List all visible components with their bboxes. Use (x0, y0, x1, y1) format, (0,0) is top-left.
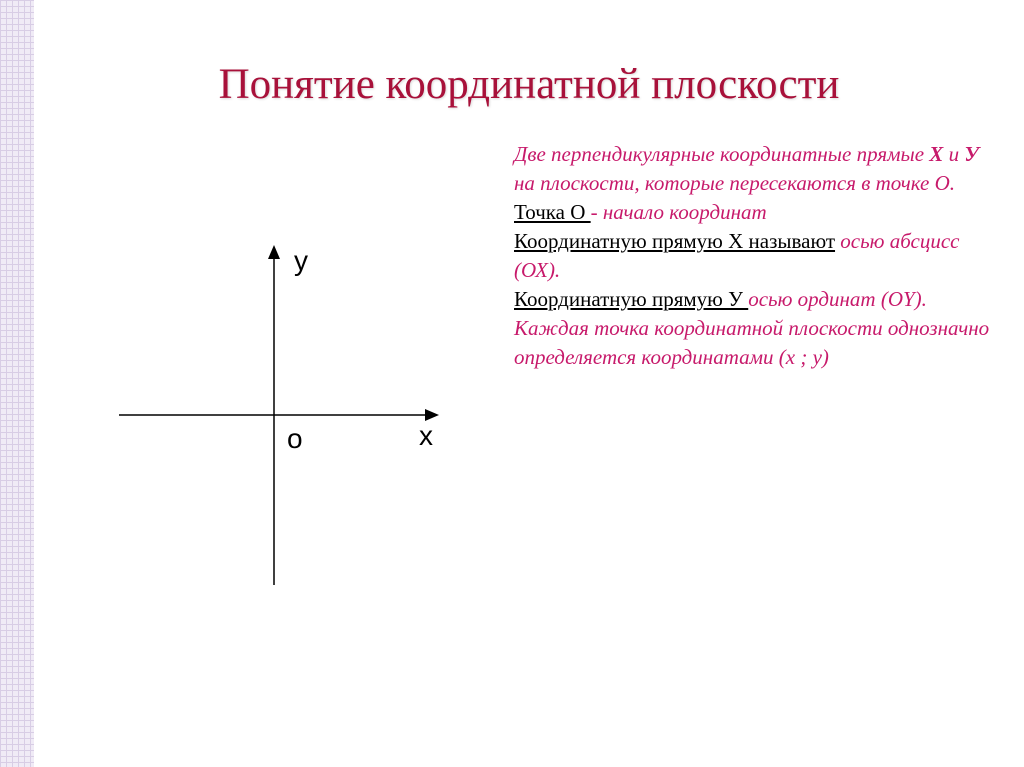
text-p2: - начало координат (591, 200, 767, 224)
coordinate-axes-diagram: у х о (89, 225, 469, 605)
text-p1b: и (943, 142, 964, 166)
text-p3u: Координатную прямую Х называют (514, 229, 835, 253)
decorative-sidebar (0, 0, 34, 767)
text-p4u: Координатную прямую У (514, 287, 748, 311)
origin-label: о (287, 423, 303, 455)
text-p1a: Две перпендикулярные координатные прямые (514, 142, 929, 166)
axes-svg (89, 225, 469, 605)
text-p5: Каждая точка координатной плоскости одно… (514, 316, 989, 369)
definition-text: Две перпендикулярные координатные прямые… (514, 140, 1004, 372)
x-axis-label: х (419, 420, 433, 452)
slide-content: Понятие координатной плоскости у х о Две… (34, 0, 1024, 767)
text-p1x: Х (929, 142, 943, 166)
text-p1y: У (964, 142, 979, 166)
y-axis-label: у (294, 245, 308, 277)
text-p1c: на плоскости, которые пересекаются в точ… (514, 171, 955, 195)
text-p4: осью ординат (ОY). (748, 287, 927, 311)
slide-title: Понятие координатной плоскости (34, 60, 1024, 109)
text-p2u: Точка О (514, 200, 591, 224)
